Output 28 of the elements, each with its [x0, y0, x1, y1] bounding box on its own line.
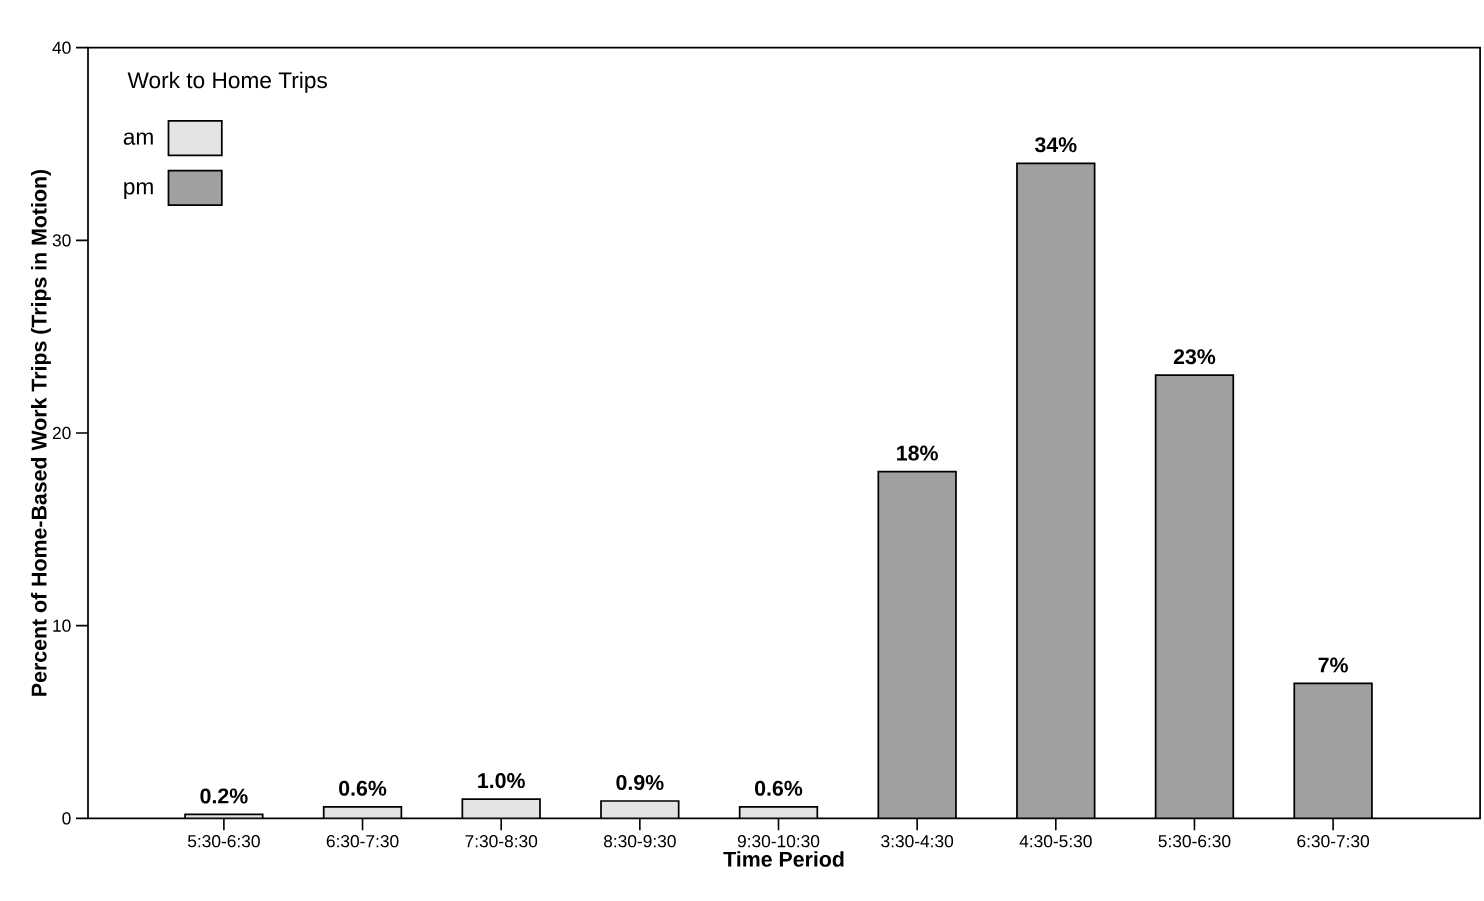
- y-tick-label: 10: [53, 619, 71, 632]
- x-tick-label: 3:30-4:30: [881, 835, 954, 848]
- x-tick-label: 6:30-7:30: [1297, 835, 1370, 848]
- data-label: 18%: [897, 445, 938, 461]
- y-tick-label: 40: [52, 41, 71, 54]
- legend-label: am: [123, 132, 153, 145]
- x-tick-label: 8:30-9:30: [603, 835, 676, 848]
- data-label: 34%: [1034, 137, 1077, 153]
- y-tick-label: 0: [62, 812, 71, 825]
- data-label: 0.6%: [339, 780, 387, 796]
- data-label: 7%: [1318, 657, 1348, 673]
- legend-title: Work to Home Trips: [127, 71, 327, 93]
- data-label: 0.2%: [200, 788, 248, 804]
- data-label: 0.6%: [755, 780, 803, 796]
- data-label: 0.9%: [616, 774, 664, 791]
- x-tick-label: 4:30-5:30: [1019, 835, 1092, 848]
- x-tick-label: 7:30-8:30: [465, 835, 538, 848]
- x-tick-label: 5:30-6:30: [187, 835, 260, 848]
- y-tick-label: 30: [52, 234, 71, 247]
- x-axis-title: Time Period: [723, 851, 844, 867]
- y-tick-label: 20: [52, 426, 71, 440]
- data-label: 23%: [1173, 349, 1216, 365]
- x-tick-label: 6:30-7:30: [326, 835, 399, 848]
- x-tick-label: 5:30-6:30: [1158, 835, 1231, 848]
- data-label: 1.0%: [478, 773, 525, 789]
- legend-label: pm: [124, 182, 153, 200]
- x-tick-label: 9:30-10:30: [737, 835, 820, 848]
- y-axis-title: Percent of Home-Based Work Trips (Trips in Motion): [30, 169, 51, 696]
